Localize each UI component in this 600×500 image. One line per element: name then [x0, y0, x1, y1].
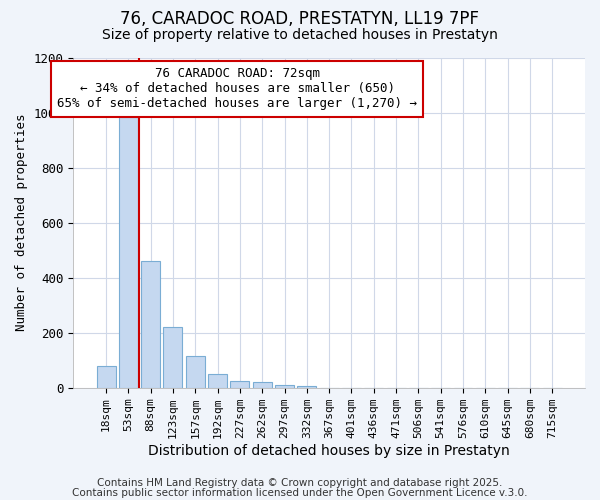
Bar — [275, 385, 294, 388]
Text: 76, CARADOC ROAD, PRESTATYN, LL19 7PF: 76, CARADOC ROAD, PRESTATYN, LL19 7PF — [121, 10, 479, 28]
Text: Size of property relative to detached houses in Prestatyn: Size of property relative to detached ho… — [102, 28, 498, 42]
Bar — [230, 381, 250, 388]
Text: Contains public sector information licensed under the Open Government Licence v.: Contains public sector information licen… — [72, 488, 528, 498]
Y-axis label: Number of detached properties: Number of detached properties — [15, 114, 28, 332]
Text: Contains HM Land Registry data © Crown copyright and database right 2025.: Contains HM Land Registry data © Crown c… — [97, 478, 503, 488]
Bar — [119, 116, 138, 388]
Bar — [141, 261, 160, 388]
Bar — [208, 374, 227, 388]
Bar — [186, 356, 205, 388]
Bar — [253, 382, 272, 388]
Bar — [97, 366, 116, 388]
Bar — [298, 386, 316, 388]
Bar — [163, 327, 182, 388]
X-axis label: Distribution of detached houses by size in Prestatyn: Distribution of detached houses by size … — [148, 444, 510, 458]
Text: 76 CARADOC ROAD: 72sqm
← 34% of detached houses are smaller (650)
65% of semi-de: 76 CARADOC ROAD: 72sqm ← 34% of detached… — [57, 68, 417, 110]
